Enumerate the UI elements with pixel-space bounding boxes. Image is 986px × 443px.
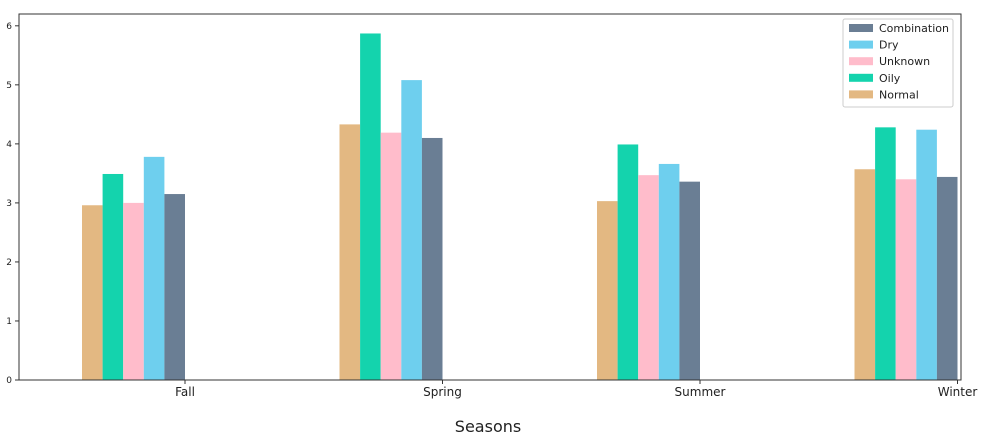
bar-normal-fall xyxy=(82,205,103,380)
bars-layer xyxy=(82,33,958,381)
y-tick-label: 0 xyxy=(6,376,12,386)
bar-dry-summer xyxy=(658,163,680,380)
bar-combination-summer xyxy=(679,181,700,380)
legend-swatch-combination xyxy=(849,24,873,32)
x-tick-label-spring: Spring xyxy=(423,385,462,399)
legend-label-oily: Oily xyxy=(879,72,901,85)
bar-normal-spring xyxy=(339,124,361,380)
bar-combination-fall xyxy=(164,194,185,380)
bar-oily-winter xyxy=(875,127,896,380)
y-tick-label: 3 xyxy=(6,199,12,209)
y-tick-label: 4 xyxy=(6,140,12,150)
bar-normal-winter xyxy=(854,169,876,380)
legend-swatch-oily xyxy=(849,73,873,82)
legend-swatch-normal xyxy=(849,90,873,99)
x-tick-label-summer: Summer xyxy=(675,385,726,399)
legend-label-dry: Dry xyxy=(879,39,899,52)
bar-combination-winter xyxy=(936,176,958,380)
x-axis-title: Seasons xyxy=(455,417,521,436)
bar-dry-fall xyxy=(143,156,165,380)
y-tick-label: 6 xyxy=(6,22,12,32)
y-tick-label: 2 xyxy=(6,258,12,268)
bar-oily-fall xyxy=(102,173,124,380)
legend: Combination Dry Unknown Oily Normal xyxy=(842,18,954,108)
legend-swatch-dry xyxy=(849,40,873,49)
bar-unknown-fall xyxy=(123,202,144,380)
legend-label-unknown: Unknown xyxy=(879,55,930,68)
legend-label-combination: Combination xyxy=(879,22,949,35)
legend-label-normal: Normal xyxy=(879,88,919,101)
bar-oily-spring xyxy=(360,33,381,380)
plot-frame xyxy=(18,13,962,381)
bar-unknown-summer xyxy=(638,175,659,380)
bar-normal-summer xyxy=(597,201,618,380)
bar-dry-spring xyxy=(401,80,422,381)
legend-swatch-unknown xyxy=(849,57,873,66)
bar-oily-summer xyxy=(617,144,639,380)
bar-unknown-spring xyxy=(380,132,402,380)
x-tick-label-winter: Winter xyxy=(938,385,978,399)
bar-dry-winter xyxy=(916,129,937,380)
bar-unknown-winter xyxy=(895,179,917,380)
y-tick-label: 1 xyxy=(6,317,12,327)
bar-combination-spring xyxy=(421,137,443,380)
y-tick-label: 5 xyxy=(6,81,12,91)
axes-layer: 0 1 2 3 4 5 6 Fall Spring Summer Winter xyxy=(6,13,978,399)
x-tick-label-fall: Fall xyxy=(175,385,195,399)
